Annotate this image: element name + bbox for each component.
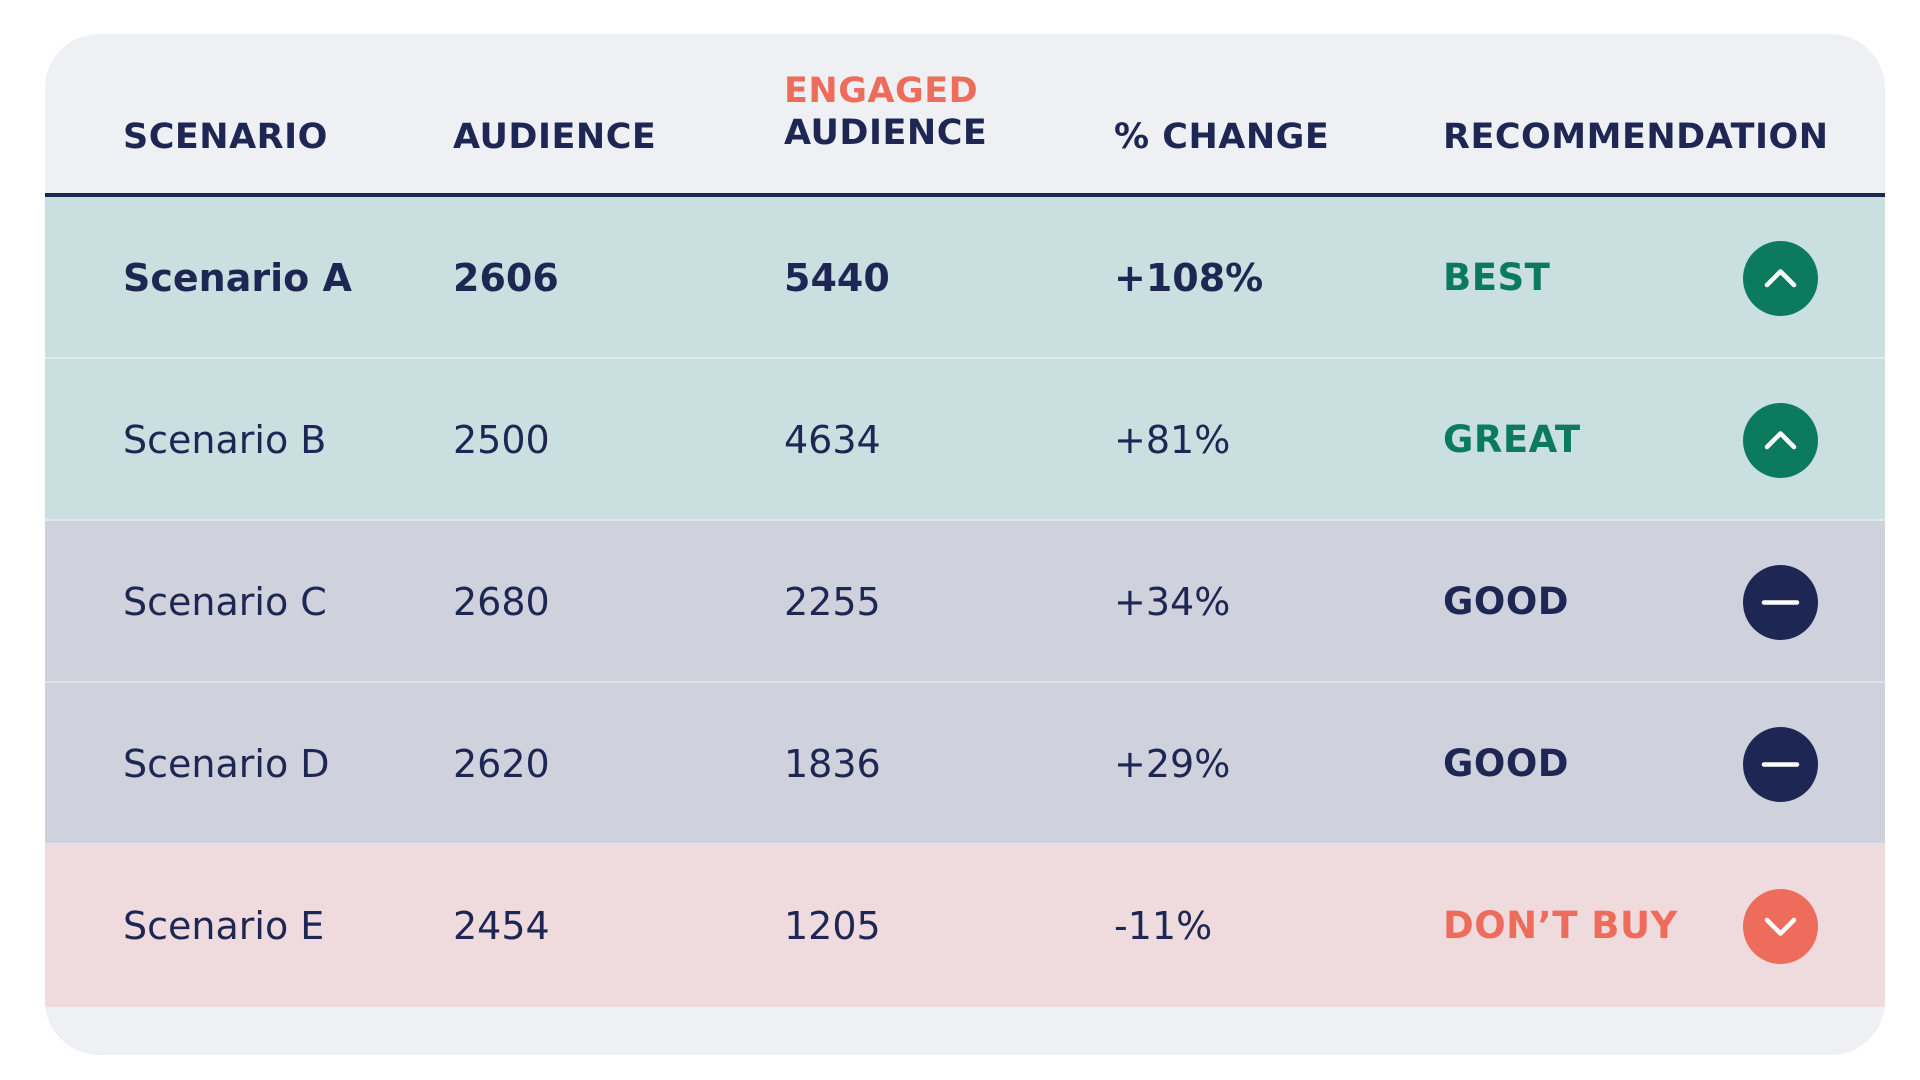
row-divider <box>45 681 1885 683</box>
table-row: Scenario C 2680 2255 +34% GOOD <box>45 521 1885 683</box>
percent-change-cell: -11% <box>1114 904 1213 948</box>
table-row: Scenario D 2620 1836 +29% GOOD <box>45 683 1885 845</box>
audience-cell: 2680 <box>453 580 550 624</box>
row-divider <box>45 357 1885 359</box>
header-engaged-label: AUDIENCE <box>784 113 988 153</box>
table-row: Scenario B 2500 4634 +81% GREAT <box>45 359 1885 521</box>
scenario-cell: Scenario B <box>123 418 327 462</box>
scenario-cell: Scenario C <box>123 580 327 624</box>
audience-cell: 2620 <box>453 742 550 786</box>
header-scenario: SCENARIO <box>123 117 328 157</box>
minus-icon <box>1743 565 1818 640</box>
chevron-up-icon <box>1743 403 1818 478</box>
chevron-down-icon <box>1743 889 1818 964</box>
table-row: Scenario A 2606 5440 +108% BEST <box>45 197 1885 359</box>
percent-change-cell: +34% <box>1114 580 1231 624</box>
header-divider <box>45 193 1885 197</box>
audience-cell: 2606 <box>453 256 559 300</box>
recommendation-label: BEST <box>1443 256 1551 299</box>
header-engaged-audience: ENGAGED AUDIENCE <box>784 70 987 154</box>
percent-change-cell: +108% <box>1114 256 1264 300</box>
table-row: Scenario E 2454 1205 -11% DON’T BUY <box>45 845 1885 1007</box>
scenario-cell: Scenario A <box>123 256 352 300</box>
recommendation-label: GOOD <box>1443 580 1569 623</box>
engaged-audience-cell: 1836 <box>784 742 881 786</box>
percent-change-cell: +81% <box>1114 418 1231 462</box>
scenario-cell: Scenario E <box>123 904 325 948</box>
engaged-audience-cell: 4634 <box>784 418 881 462</box>
engaged-audience-cell: 5440 <box>784 256 890 300</box>
scenario-table-card: SCENARIO AUDIENCE ENGAGED AUDIENCE % CHA… <box>45 34 1885 1055</box>
percent-change-cell: +29% <box>1114 742 1231 786</box>
table-header: SCENARIO AUDIENCE ENGAGED AUDIENCE % CHA… <box>45 34 1885 193</box>
header-recommendation: RECOMMENDATION <box>1443 117 1829 157</box>
row-divider <box>45 843 1885 845</box>
scenario-cell: Scenario D <box>123 742 330 786</box>
engaged-audience-cell: 1205 <box>784 904 881 948</box>
row-divider <box>45 519 1885 521</box>
header-engaged-accent: ENGAGED <box>784 71 979 111</box>
header-percent-change: % CHANGE <box>1114 117 1330 157</box>
engaged-audience-cell: 2255 <box>784 580 881 624</box>
audience-cell: 2454 <box>453 904 550 948</box>
minus-icon <box>1743 727 1818 802</box>
header-audience: AUDIENCE <box>453 117 657 157</box>
chevron-up-icon <box>1743 241 1818 316</box>
recommendation-label: GOOD <box>1443 742 1569 785</box>
recommendation-label: DON’T BUY <box>1443 904 1678 947</box>
audience-cell: 2500 <box>453 418 550 462</box>
recommendation-label: GREAT <box>1443 418 1581 461</box>
